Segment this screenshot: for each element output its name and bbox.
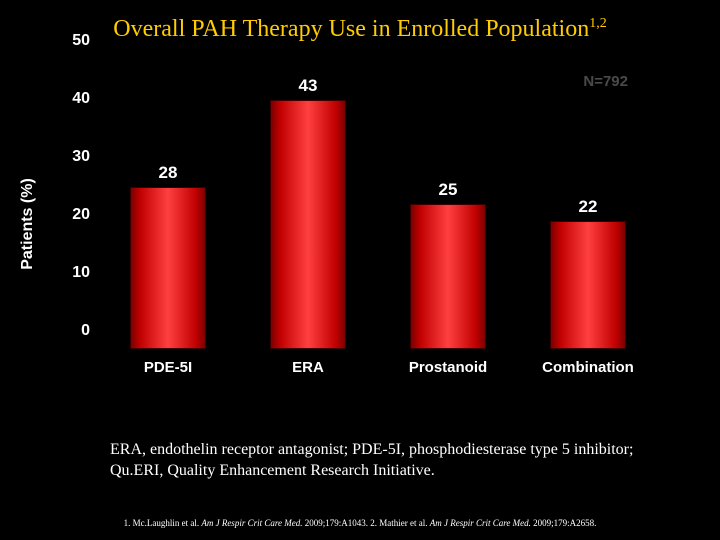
ref1-tail: 2009;179:A1043. — [302, 518, 370, 528]
ref1-authors: Mc.Laughlin et al. — [130, 518, 201, 528]
bars-group: 28 43 25 22 — [98, 59, 658, 349]
bar-rect — [270, 100, 346, 349]
references: 1. Mc.Laughlin et al. Am J Respir Crit C… — [0, 518, 720, 528]
bar-value: 28 — [159, 163, 178, 183]
bar-rect — [410, 204, 486, 349]
bar-value: 43 — [299, 76, 318, 96]
bar-rect — [130, 187, 206, 349]
ref2-journal: Am J Respir Crit Care Med. — [430, 518, 531, 528]
n-label: N=792 — [583, 73, 628, 90]
y-tick: 10 — [72, 264, 90, 282]
footnote: ERA, endothelin receptor antagonist; PDE… — [110, 440, 680, 482]
bar-prostanoid: 25 — [378, 180, 518, 349]
x-axis-labels: PDE-5I ERA Prostanoid Combination — [98, 359, 658, 376]
bar-pde5i: 28 — [98, 163, 238, 349]
title-main: Overall PAH Therapy Use in Enrolled Popu… — [113, 16, 589, 42]
bar-rect — [550, 221, 626, 349]
bar-value: 22 — [579, 197, 598, 217]
bar-chart: Patients (%) 0 10 20 30 40 50 28 43 25 2… — [50, 59, 670, 389]
y-tick: 30 — [72, 148, 90, 166]
slide-title: Overall PAH Therapy Use in Enrolled Popu… — [0, 0, 720, 51]
y-tick: 40 — [72, 90, 90, 108]
y-tick: 50 — [72, 32, 90, 50]
x-label: Prostanoid — [378, 359, 518, 376]
y-tick: 0 — [81, 322, 90, 340]
x-label: Combination — [518, 359, 658, 376]
ref2-authors: Mathier et al. — [377, 518, 430, 528]
y-axis-label: Patients (%) — [19, 178, 37, 270]
x-label: PDE-5I — [98, 359, 238, 376]
plot-area: 0 10 20 30 40 50 28 43 25 22 PDE- — [98, 59, 658, 349]
y-tick: 20 — [72, 206, 90, 224]
ref1-journal: Am J Respir Crit Care Med. — [201, 518, 302, 528]
bar-value: 25 — [439, 180, 458, 200]
ref2-num: 2. — [370, 518, 377, 528]
x-label: ERA — [238, 359, 378, 376]
title-superscript: 1,2 — [589, 16, 607, 31]
bar-combination: 22 — [518, 197, 658, 349]
bar-era: 43 — [238, 76, 378, 349]
ref2-tail: 2009;179:A2658. — [531, 518, 597, 528]
